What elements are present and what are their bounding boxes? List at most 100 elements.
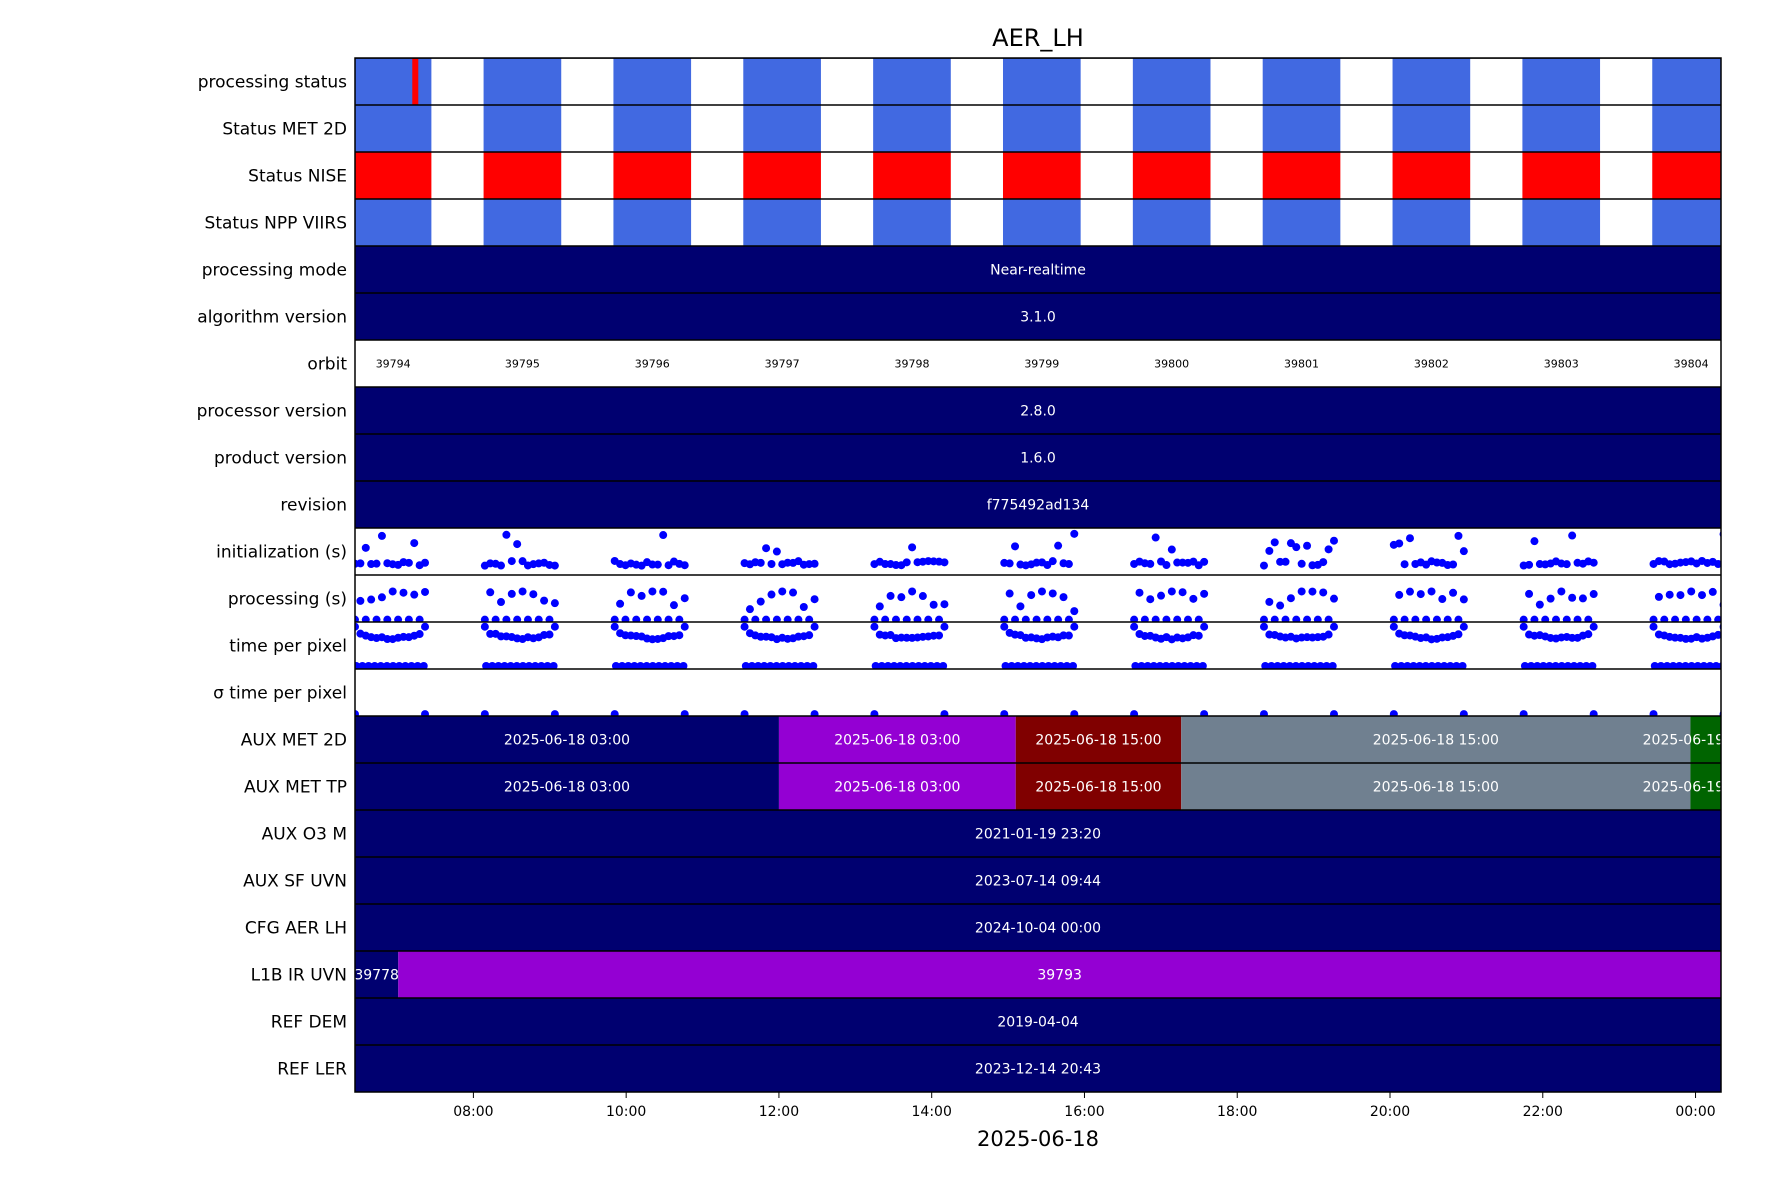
- data-point: [803, 662, 812, 670]
- data-point: [1563, 662, 1572, 670]
- data-point: [680, 561, 689, 570]
- data-point: [1546, 594, 1555, 603]
- data-point: [1267, 662, 1276, 670]
- data-point: [778, 662, 787, 670]
- status-block: [483, 105, 562, 152]
- orbit-label: 39798: [894, 358, 929, 371]
- data-point: [1013, 662, 1022, 670]
- data-point: [364, 662, 373, 670]
- x-tick-label: 10:00: [606, 1104, 646, 1120]
- data-point: [1649, 622, 1658, 631]
- data-point: [543, 662, 552, 670]
- data-point: [1459, 547, 1468, 556]
- data-point: [1656, 662, 1665, 670]
- data-point: [940, 558, 949, 567]
- data-point: [653, 560, 662, 569]
- data-point: [1714, 630, 1721, 639]
- data-point: [377, 593, 386, 602]
- status-block: [1652, 105, 1721, 152]
- data-point: [1440, 662, 1449, 670]
- status-block: [743, 105, 821, 152]
- data-point: [877, 662, 886, 670]
- data-point: [1027, 591, 1036, 600]
- data-point: [1273, 662, 1282, 670]
- data-point: [497, 598, 506, 607]
- segment-label: 2025-06-18 15:00: [1035, 780, 1161, 796]
- row-17: 2023-07-14 09:44: [355, 857, 1721, 904]
- data-point: [648, 662, 657, 670]
- data-point: [1568, 531, 1577, 540]
- row-9: f775492ad134: [355, 481, 1721, 528]
- data-point: [494, 662, 503, 670]
- data-point: [1459, 595, 1468, 604]
- x-tick-label: 14:00: [912, 1104, 952, 1120]
- row-label: Status NPP VIIRS: [205, 214, 347, 234]
- data-point: [1054, 541, 1063, 550]
- segment-bar: [355, 434, 1721, 481]
- data-point: [648, 587, 657, 596]
- data-point: [1421, 662, 1430, 670]
- status-block: [873, 105, 951, 152]
- data-point: [1545, 662, 1554, 670]
- data-point: [1265, 597, 1274, 606]
- status-block: [1262, 152, 1341, 199]
- data-point: [1539, 662, 1548, 670]
- scatter-background: [355, 669, 1721, 716]
- data-point: [1167, 587, 1176, 596]
- data-point: [1562, 560, 1571, 569]
- data-point: [1200, 622, 1209, 631]
- data-point: [1570, 662, 1579, 670]
- data-point: [1328, 662, 1337, 670]
- data-point: [545, 630, 554, 639]
- data-point: [1285, 662, 1294, 670]
- data-point: [550, 599, 559, 608]
- data-point: [1329, 594, 1338, 603]
- x-axis-label: 2025-06-18: [977, 1127, 1099, 1151]
- data-point: [680, 594, 689, 603]
- data-point: [1151, 533, 1160, 542]
- data-point: [940, 600, 949, 609]
- status-block: [1522, 199, 1601, 246]
- data-point: [404, 558, 413, 567]
- data-point: [1276, 601, 1285, 610]
- orbit-label: 39803: [1544, 358, 1579, 371]
- data-point: [1714, 560, 1721, 569]
- row-label: L1B IR UVN: [251, 966, 347, 986]
- data-point: [1557, 587, 1566, 596]
- row-10: [355, 528, 1721, 575]
- data-point: [502, 530, 511, 539]
- row-11: [355, 575, 1721, 624]
- data-point: [421, 558, 430, 567]
- data-point: [626, 588, 635, 597]
- data-point: [1400, 560, 1409, 569]
- data-point: [1044, 662, 1053, 670]
- data-point: [1186, 662, 1195, 670]
- segment-bar: [1015, 716, 1182, 763]
- data-point: [410, 590, 419, 599]
- data-point: [654, 662, 663, 670]
- status-block: [483, 199, 562, 246]
- data-point: [659, 531, 668, 540]
- row-20: 2019-04-04: [355, 998, 1721, 1045]
- data-point: [370, 662, 379, 670]
- data-point: [760, 662, 769, 670]
- row-12: [355, 622, 1721, 670]
- segment-label: 2025-06-18 03:00: [834, 780, 960, 796]
- row-label: processor version: [197, 402, 347, 422]
- data-point: [1143, 662, 1152, 670]
- data-point: [933, 662, 942, 670]
- data-point: [1454, 630, 1463, 639]
- status-block: [483, 58, 562, 105]
- status-block: [1522, 58, 1601, 105]
- data-point: [669, 601, 678, 610]
- data-point: [1525, 589, 1534, 598]
- segment-bar: [355, 951, 399, 998]
- data-point: [809, 662, 818, 670]
- segment-bar: [1181, 716, 1691, 763]
- data-point: [659, 587, 668, 596]
- row-6: 39794 39795 39796 39797 39798 39799 39800 39801…: [355, 340, 1721, 387]
- segment-bar: [355, 293, 1721, 340]
- data-point: [940, 622, 949, 631]
- data-point: [1527, 662, 1536, 670]
